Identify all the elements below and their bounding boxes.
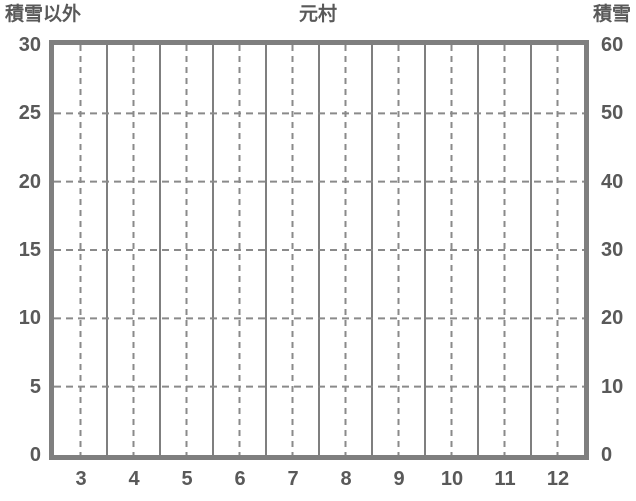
left-axis-tick-label: 5 — [29, 376, 41, 398]
chart-title: 元村 — [298, 4, 337, 25]
x-axis-tick-label: 6 — [234, 468, 246, 490]
left-axis-tick-label: 20 — [18, 171, 41, 193]
left-axis-tick-label: 10 — [18, 307, 41, 329]
x-axis-tick-label: 3 — [75, 468, 87, 490]
right-axis-title: 積雪 — [592, 4, 631, 25]
right-axis-tick-label: 0 — [601, 444, 613, 466]
left-axis-tick-label: 30 — [18, 34, 41, 56]
x-axis-tick-label: 8 — [340, 468, 352, 490]
gridlines — [54, 45, 584, 455]
x-axis-tick-label: 9 — [393, 468, 405, 490]
left-axis-tick-label: 15 — [18, 239, 41, 261]
x-axis-tick-label: 5 — [181, 468, 193, 490]
x-axis-tick-label: 12 — [546, 468, 570, 490]
right-axis-tick-label: 30 — [601, 239, 624, 261]
left-axis-tick-label: 25 — [18, 102, 41, 124]
right-axis-tick-label: 20 — [601, 307, 624, 329]
x-axis-tick-label: 11 — [494, 468, 516, 490]
right-axis-tick-label: 50 — [601, 102, 624, 124]
plot-area — [49, 40, 589, 460]
x-axis-tick-label: 7 — [287, 468, 299, 490]
x-axis-tick-label: 4 — [128, 468, 140, 490]
left-axis-title: 積雪以外 — [5, 4, 82, 25]
right-axis-tick-label: 60 — [601, 34, 624, 56]
right-axis-tick-label: 40 — [601, 171, 624, 193]
right-axis-tick-label: 10 — [601, 376, 624, 398]
x-axis-tick-label: 10 — [440, 468, 464, 490]
left-axis-tick-label: 0 — [29, 444, 41, 466]
